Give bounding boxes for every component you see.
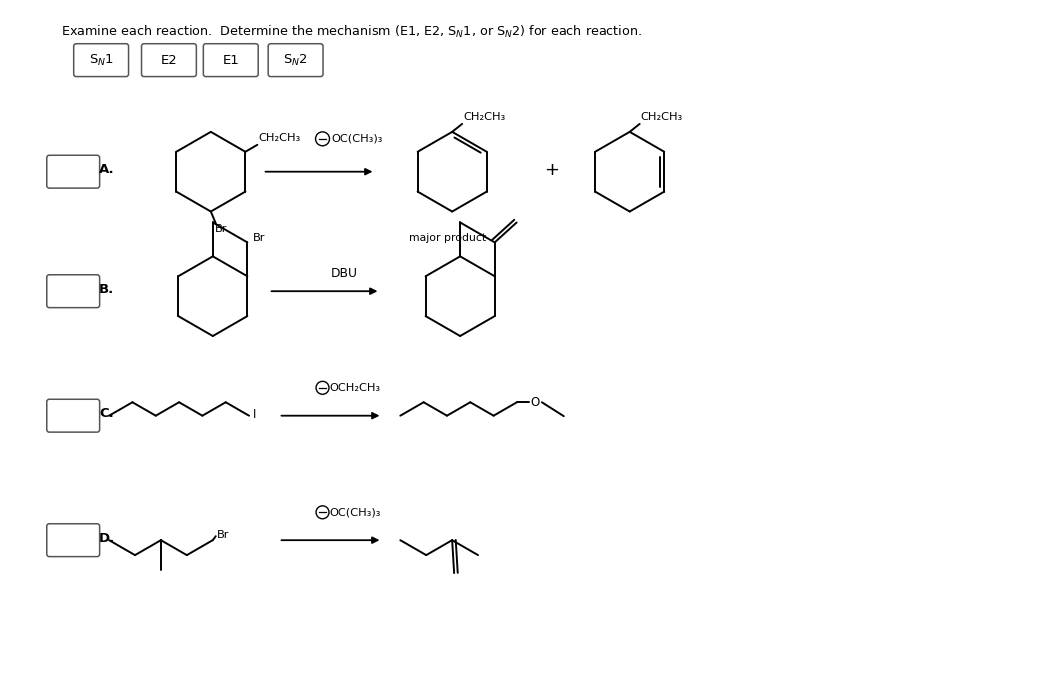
FancyBboxPatch shape — [47, 155, 100, 188]
FancyBboxPatch shape — [74, 44, 129, 76]
Text: S$_N$1: S$_N$1 — [88, 52, 113, 67]
Text: O: O — [530, 396, 540, 409]
Text: C.: C. — [99, 407, 114, 420]
Text: DBU: DBU — [330, 267, 357, 280]
Text: CH₂CH₃: CH₂CH₃ — [463, 112, 506, 122]
Text: OC(CH₃)₃: OC(CH₃)₃ — [329, 507, 381, 518]
FancyBboxPatch shape — [47, 399, 100, 432]
Text: S$_N$2: S$_N$2 — [283, 52, 308, 67]
Text: +: + — [544, 161, 559, 178]
Text: OCH₂CH₃: OCH₂CH₃ — [329, 383, 381, 393]
Text: E1: E1 — [222, 54, 239, 67]
FancyBboxPatch shape — [47, 274, 100, 308]
FancyBboxPatch shape — [268, 44, 323, 76]
FancyBboxPatch shape — [47, 524, 100, 556]
Text: major product: major product — [409, 234, 486, 243]
FancyBboxPatch shape — [203, 44, 258, 76]
Text: I: I — [253, 408, 256, 421]
Text: E2: E2 — [161, 54, 177, 67]
Text: CH₂CH₃: CH₂CH₃ — [258, 133, 301, 143]
Text: Examine each reaction.  Determine the mechanism (E1, E2, S$_N$1, or S$_N$2) for : Examine each reaction. Determine the mec… — [61, 25, 643, 40]
Text: Br: Br — [253, 234, 266, 243]
Text: B.: B. — [99, 283, 114, 296]
Text: Br: Br — [215, 225, 227, 234]
Text: OC(CH₃)₃: OC(CH₃)₃ — [331, 134, 383, 144]
Text: Br: Br — [217, 530, 229, 540]
Text: A.: A. — [99, 163, 115, 176]
Text: D.: D. — [99, 532, 115, 545]
Text: CH₂CH₃: CH₂CH₃ — [640, 112, 683, 122]
FancyBboxPatch shape — [141, 44, 196, 76]
